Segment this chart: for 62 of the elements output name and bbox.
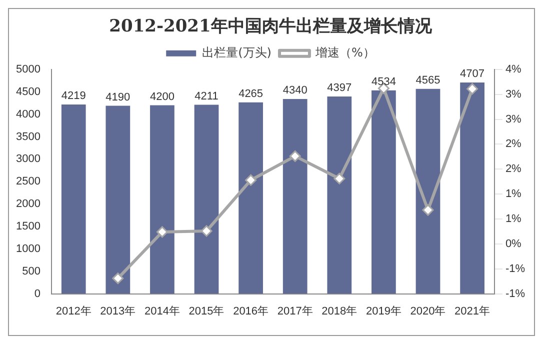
x-tick-label: 2019年 bbox=[366, 305, 402, 318]
y2-tick-label: -1% bbox=[505, 288, 526, 300]
bar bbox=[194, 104, 219, 294]
x-tick-label: 2018年 bbox=[322, 305, 358, 318]
y-tick-label: 1500 bbox=[16, 220, 40, 233]
y-tick-label: 3000 bbox=[16, 153, 40, 166]
y-tick-label: 4000 bbox=[16, 108, 40, 120]
legend-label: 增速（%） bbox=[314, 46, 375, 60]
y2-tick-label: -1% bbox=[505, 262, 526, 275]
data-label: 4219 bbox=[61, 90, 86, 102]
x-tick-label: 2013年 bbox=[100, 305, 136, 318]
y2-tick-label: 2% bbox=[505, 163, 522, 176]
x-tick-label: 2020年 bbox=[410, 305, 446, 318]
y-tick-label: 5000 bbox=[16, 63, 40, 76]
data-label: 4200 bbox=[150, 90, 174, 103]
point bbox=[200, 225, 212, 237]
bar bbox=[61, 104, 86, 294]
bar bbox=[282, 99, 308, 294]
point bbox=[422, 204, 434, 216]
y2-tick-label: 3% bbox=[505, 88, 522, 100]
legend-label: 出栏量(万头) bbox=[202, 46, 272, 60]
y2-tick-label: 0% bbox=[505, 238, 522, 250]
y2-tick-label: 2% bbox=[505, 138, 522, 150]
x-tick-label: 2012年 bbox=[56, 305, 92, 318]
x-tick-label: 2021年 bbox=[454, 305, 490, 318]
bar bbox=[460, 82, 484, 294]
bar bbox=[238, 102, 263, 294]
point bbox=[466, 83, 478, 95]
y2-tick-label: 4% bbox=[505, 63, 522, 76]
chart-title: 2012-2021年中国肉牛出栏量及增长情况 bbox=[109, 16, 433, 37]
y2-tick-label: 3% bbox=[505, 113, 522, 126]
point bbox=[112, 272, 124, 284]
y-tick-label: 1000 bbox=[16, 242, 40, 255]
point bbox=[245, 174, 257, 186]
x-tick-label: 2017年 bbox=[277, 305, 313, 318]
point bbox=[334, 172, 346, 184]
point bbox=[289, 150, 301, 162]
y-tick-label: 3500 bbox=[16, 130, 40, 143]
x-tick-label: 2015年 bbox=[188, 305, 224, 318]
data-label: 4211 bbox=[194, 90, 218, 102]
data-label: 4190 bbox=[106, 91, 130, 104]
bar bbox=[150, 105, 174, 294]
x-tick-label: 2014年 bbox=[144, 305, 180, 318]
bar bbox=[106, 106, 130, 294]
y-tick-label: 4500 bbox=[16, 86, 40, 98]
y-tick-label: 2000 bbox=[16, 198, 40, 210]
data-label: 4265 bbox=[238, 88, 264, 100]
data-label: 4397 bbox=[327, 82, 352, 94]
y2-tick-label: 1% bbox=[505, 213, 522, 226]
bar bbox=[416, 88, 440, 294]
y-tick-label: 2500 bbox=[16, 176, 40, 188]
data-label: 4707 bbox=[460, 68, 485, 80]
point bbox=[156, 226, 168, 238]
y2-tick-label: 1% bbox=[505, 188, 522, 200]
y-tick-label: 500 bbox=[22, 265, 40, 278]
x-tick-label: 2016年 bbox=[233, 305, 269, 318]
bar bbox=[327, 96, 352, 294]
data-label: 4534 bbox=[371, 76, 396, 88]
y-tick-label: 0 bbox=[34, 288, 40, 300]
bar bbox=[372, 90, 396, 294]
data-label: 4340 bbox=[282, 84, 308, 97]
data-label: 4565 bbox=[416, 74, 440, 86]
